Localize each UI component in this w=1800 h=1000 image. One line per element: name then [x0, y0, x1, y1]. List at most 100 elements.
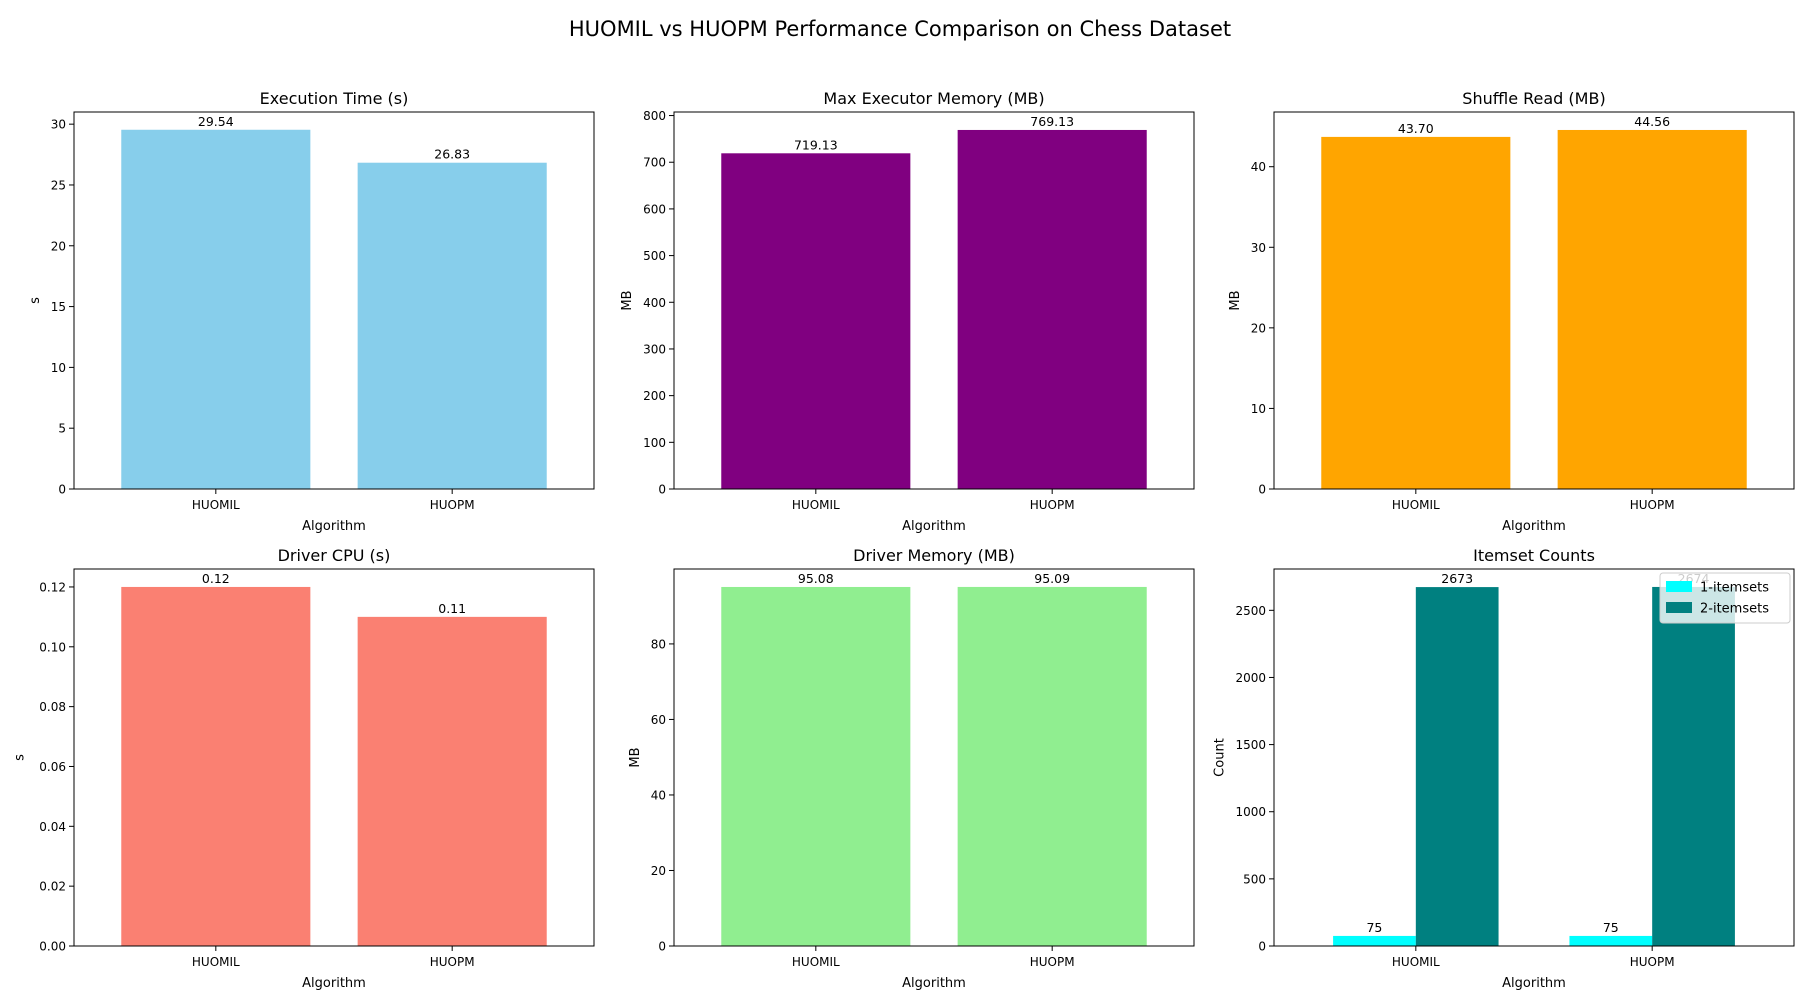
panel-title: Driver Memory (MB) [853, 546, 1015, 565]
y-tick-label: 20 [51, 239, 66, 253]
bar-4-1-huomil [121, 586, 311, 946]
legend-label: 2-itemsets [1700, 602, 1769, 617]
y-tick-label: 2000 [1235, 671, 1266, 685]
x-tick-label: HUOPM [1030, 498, 1075, 512]
y-axis-label: MB [620, 290, 635, 310]
bar-6-2-huomil [1415, 587, 1499, 946]
y-tick-label: 0.12 [39, 580, 66, 594]
y-tick-label: 700 [643, 156, 666, 170]
data-label-6-1-2: 75 [1603, 920, 1619, 935]
legend-box [1659, 572, 1791, 624]
x-tick-label: HUOMIL [792, 498, 840, 512]
y-tick-label: 300 [643, 342, 666, 356]
y-tick-label: 25 [51, 178, 66, 192]
data-label-2-1-1: 719.13 [794, 137, 838, 152]
chart-panel-4: 0.12 0.11 0.00 0.02 0.04 0.06 0.08 0.10 0.12 HUOM… [13, 546, 595, 991]
y-tick-label: 40 [1251, 160, 1266, 174]
figure-title: HUOMIL vs HUOPM Performance Comparison o… [569, 17, 1231, 41]
y-tick-label: 15 [51, 300, 66, 314]
data-label-3-1-1: 43.70 [1398, 121, 1434, 136]
panel-title: Shuffle Read (MB) [1462, 89, 1605, 108]
x-axis-label: Algorithm [902, 976, 966, 991]
y-tick-label: 1500 [1235, 738, 1266, 752]
x-tick-label: HUOPM [1630, 955, 1675, 969]
chart-panels: 29.54 26.83 0 5 10 15 20 25 30 HUOMIL HUOPM Executi… [13, 89, 1795, 991]
bar-1-1-huomil [121, 129, 311, 489]
x-tick-label: HUOMIL [1392, 498, 1440, 512]
x-tick-label: HUOPM [430, 955, 475, 969]
x-tick-label: HUOMIL [792, 955, 840, 969]
y-tick-label: 0.00 [39, 940, 66, 954]
x-axis-label: Algorithm [302, 976, 366, 991]
chart-panel-3: 43.70 44.56 0 10 20 30 40 HUOMIL HUOPM Shuffle Re… [1228, 89, 1795, 534]
y-tick-label: 2500 [1235, 604, 1266, 618]
panel-title: Execution Time (s) [260, 89, 409, 108]
y-tick-label: 400 [643, 296, 666, 310]
x-tick-label: HUOPM [1030, 955, 1075, 969]
y-tick-label: 1000 [1235, 805, 1266, 819]
bar-3-1-huomil [1321, 136, 1511, 489]
x-axis-label: Algorithm [1502, 976, 1566, 991]
x-tick-label: HUOMIL [192, 498, 240, 512]
y-tick-label: 100 [643, 436, 666, 450]
y-axis-label: s [13, 754, 28, 761]
y-tick-label: 5 [58, 422, 66, 436]
panel-title: Itemset Counts [1473, 546, 1595, 565]
y-tick-label: 10 [51, 361, 66, 375]
bar-6-1-huopm [1569, 935, 1653, 946]
y-tick-label: 30 [1251, 241, 1266, 255]
bar-5-1-huopm [957, 586, 1147, 946]
data-label-4-1-2: 0.11 [438, 601, 466, 616]
panel-title: Driver CPU (s) [278, 546, 391, 565]
chart-panel-1: 29.54 26.83 0 5 10 15 20 25 30 HUOMIL HUOPM Executi… [28, 89, 595, 534]
y-tick-label: 0.10 [39, 640, 66, 654]
bar-2-1-huopm [957, 129, 1147, 489]
data-label-1-1-1: 29.54 [198, 114, 234, 129]
axes-frame [73, 568, 595, 947]
axes-frame [673, 568, 1195, 947]
y-tick-label: 0 [1258, 940, 1266, 954]
y-tick-label: 0.08 [39, 700, 66, 714]
panel-title: Max Executor Memory (MB) [823, 89, 1044, 108]
y-tick-label: 800 [643, 109, 666, 123]
legend-swatch [1666, 581, 1692, 592]
bar-5-1-huomil [721, 586, 911, 946]
y-axis-label: MB [628, 747, 643, 767]
y-tick-label: 200 [643, 389, 666, 403]
legend: 1-itemsets 2-itemsets [1659, 572, 1791, 624]
legend-label: 1-itemsets [1700, 581, 1769, 596]
chart-panel-2: 719.13 769.13 0 100 200 300 400 500 600 700 800 HUO… [620, 89, 1195, 534]
y-tick-label: 600 [643, 202, 666, 216]
y-tick-label: 0.04 [39, 820, 66, 834]
axes-frame [1273, 111, 1795, 490]
bar-6-1-huomil [1333, 935, 1416, 946]
chart-panel-6: 75752673267405001000150020002500HUOMILHU… [1213, 546, 1795, 991]
bar-1-1-huopm [357, 162, 547, 489]
y-tick-label: 30 [51, 118, 66, 132]
chart-panel-5: 95.08 95.09 0 20 40 60 80 HUOMIL HUOPM Driver Mem… [628, 546, 1195, 991]
bar-3-1-huopm [1557, 129, 1747, 489]
y-axis-label: MB [1228, 290, 1243, 310]
y-axis-label: s [28, 297, 43, 304]
y-tick-label: 10 [1251, 402, 1266, 416]
bar-4-1-huopm [357, 616, 547, 946]
y-axis-label: Count [1213, 738, 1228, 777]
x-tick-label: HUOMIL [1392, 955, 1440, 969]
y-tick-label: 500 [643, 249, 666, 263]
y-tick-label: 0.06 [39, 760, 66, 774]
data-label-3-1-2: 44.56 [1634, 114, 1670, 129]
x-tick-label: HUOMIL [192, 955, 240, 969]
x-axis-label: Algorithm [902, 519, 966, 534]
data-label-5-1-1: 95.08 [798, 571, 834, 586]
y-tick-label: 0.02 [39, 880, 66, 894]
x-tick-label: HUOPM [1630, 498, 1675, 512]
y-tick-label: 0 [1258, 483, 1266, 497]
data-label-6-1-1: 75 [1366, 920, 1382, 935]
x-tick-label: HUOPM [430, 498, 475, 512]
data-label-1-1-2: 26.83 [434, 147, 470, 162]
y-tick-label: 60 [651, 713, 666, 727]
y-tick-label: 0 [58, 483, 66, 497]
x-axis-label: Algorithm [1502, 519, 1566, 534]
bar-6-2-huopm [1652, 586, 1735, 946]
